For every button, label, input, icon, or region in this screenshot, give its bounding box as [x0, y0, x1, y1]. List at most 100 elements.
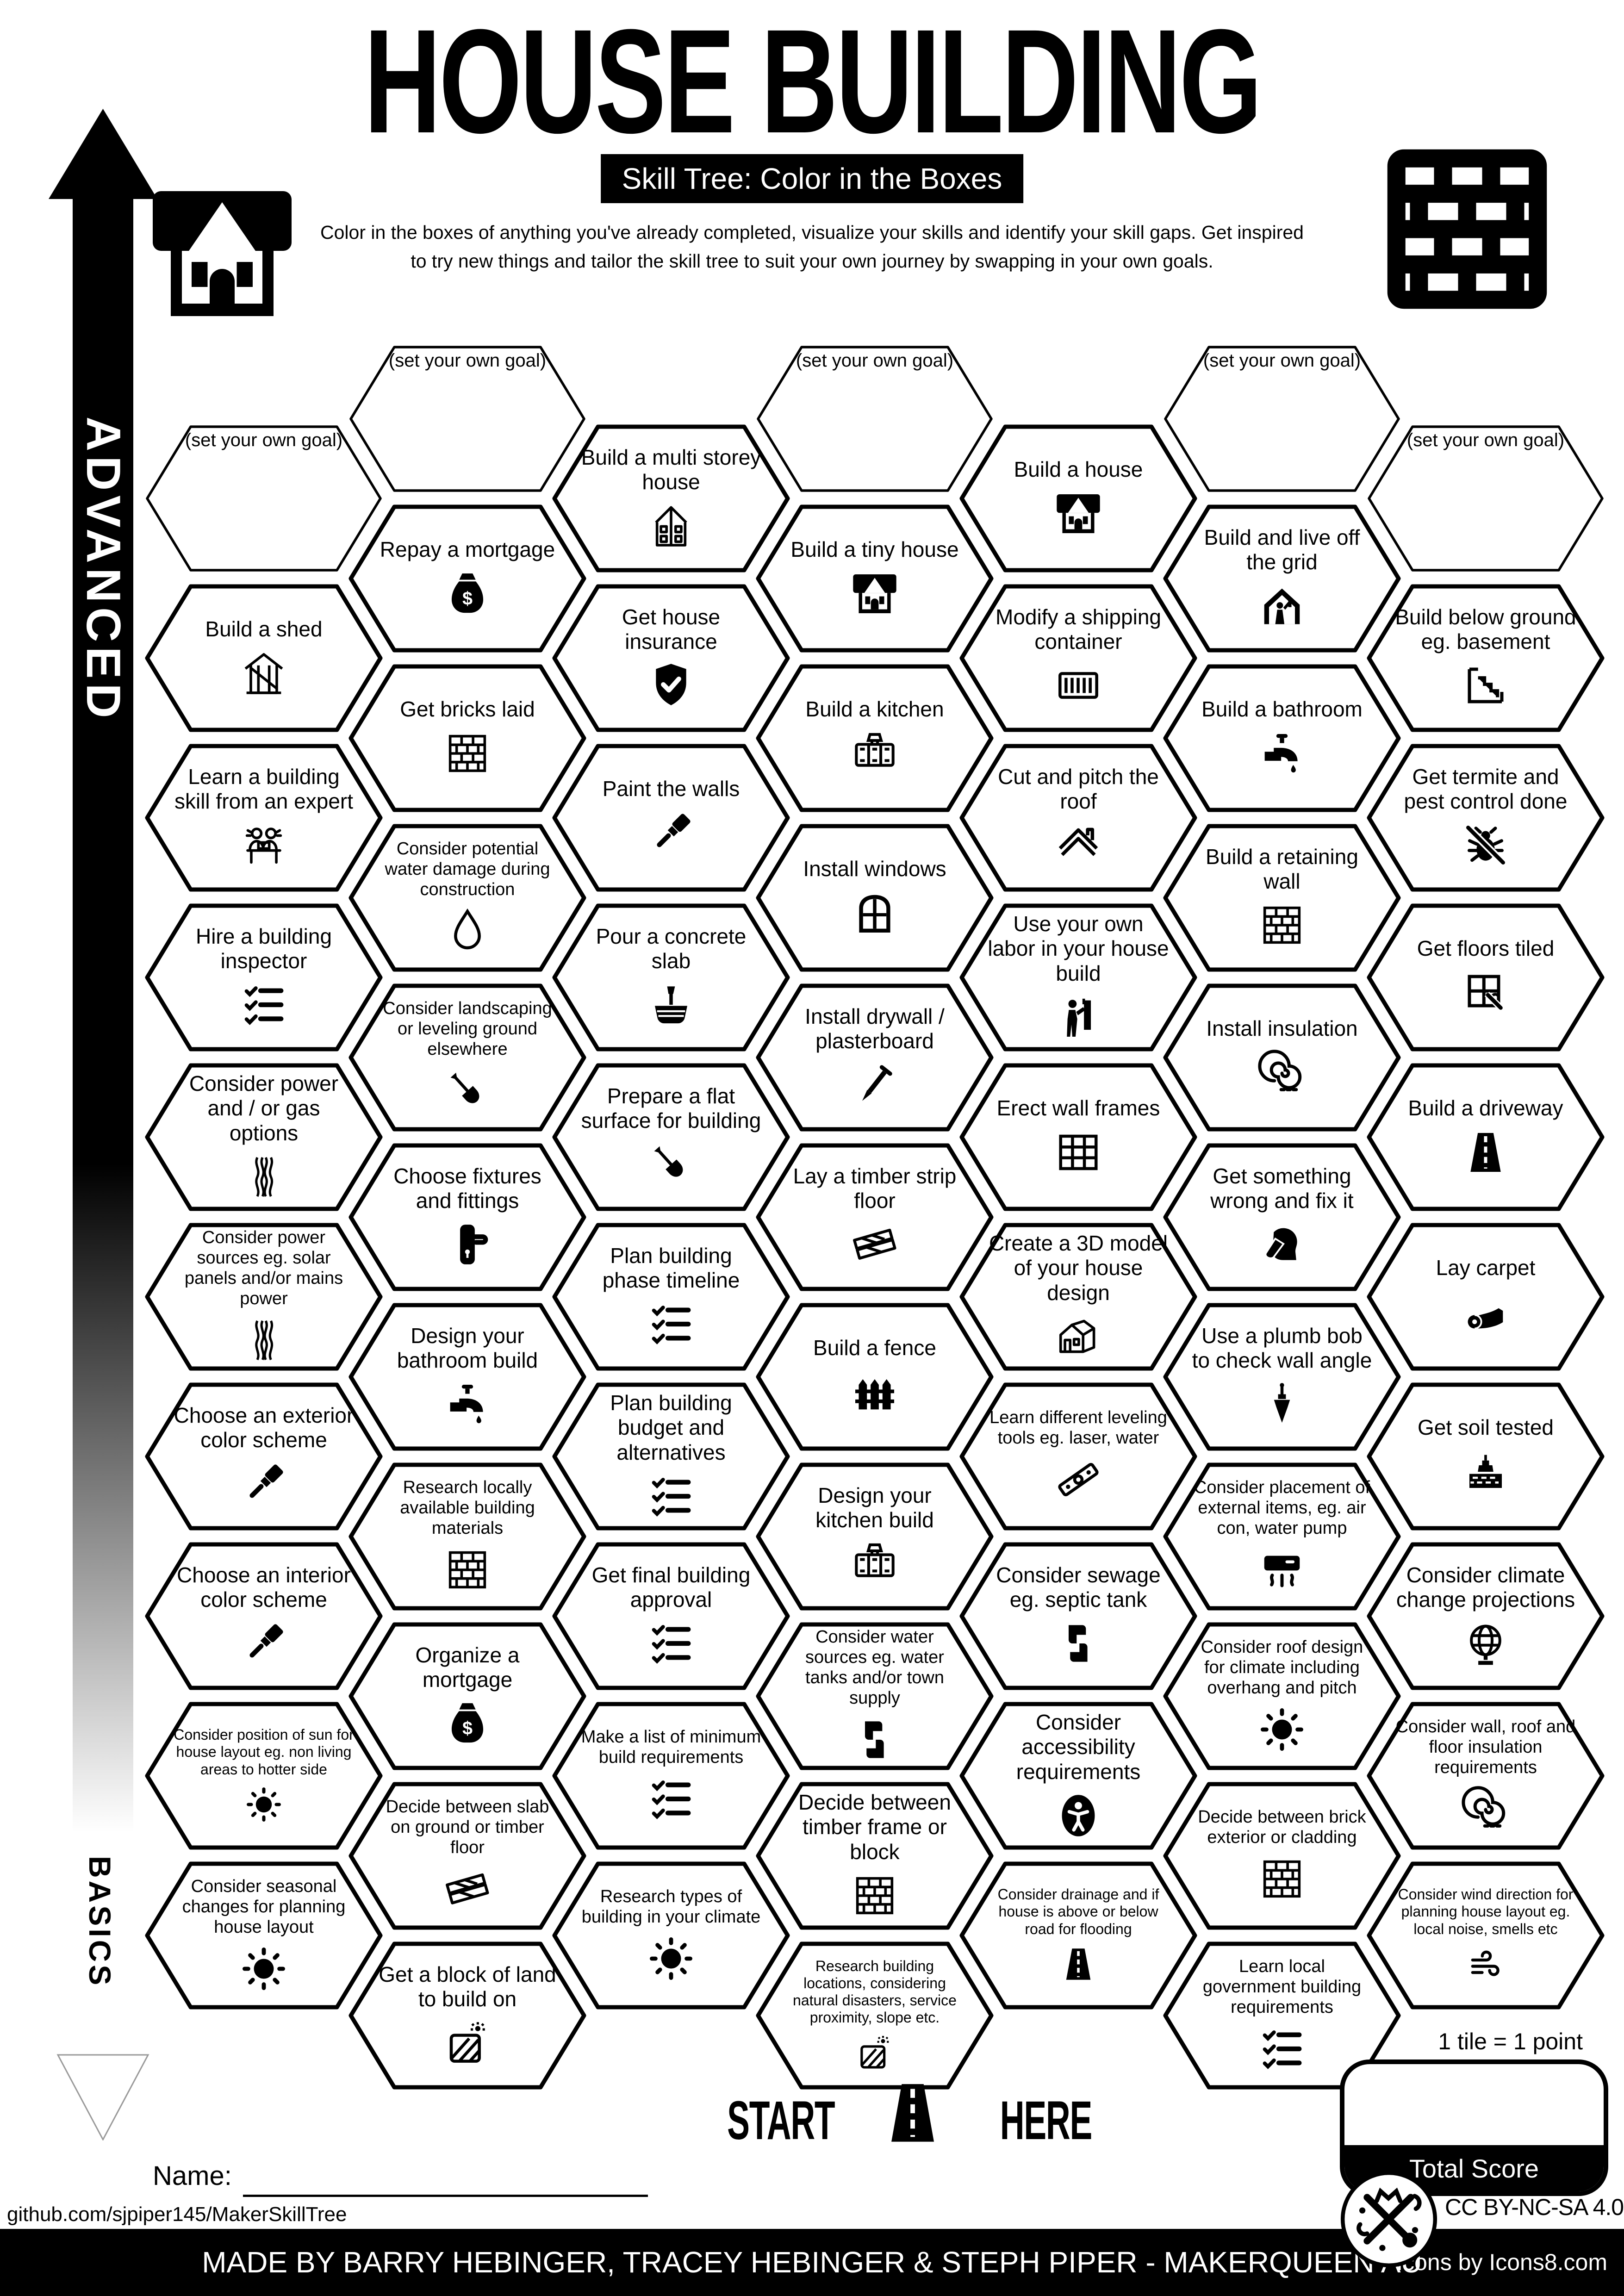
skill-hex[interactable]: Consider landscaping or leveling ground … [347, 981, 588, 1134]
skill-hex[interactable]: Decide between brick exterior or claddin… [1162, 1780, 1402, 1932]
skill-hex[interactable]: Consider power sources eg. solar panels … [143, 1220, 384, 1373]
skill-hex[interactable]: Plan building budget and alternatives [551, 1380, 791, 1533]
skill-hex[interactable]: Build and live off the grid [1162, 502, 1402, 655]
hex-outline [1163, 824, 1401, 972]
skill-hex[interactable]: Get floors tiled [1365, 901, 1606, 1054]
skill-hex[interactable]: Erect wall frames [958, 1061, 1199, 1213]
skill-hex[interactable]: Consider power and / or gas options [143, 1061, 384, 1213]
skill-hex[interactable]: Build a bathroom [1162, 662, 1402, 815]
skill-hex[interactable]: Build a fence [754, 1300, 995, 1453]
arrow-down-icon [56, 2054, 149, 2140]
skill-hex[interactable]: Prepare a flat surface for building [551, 1061, 791, 1213]
checklist-icon [645, 1618, 697, 1669]
skill-hex[interactable]: Learn local government building requirem… [1162, 1939, 1402, 2092]
skill-hex[interactable]: Choose fixtures and fittings [347, 1141, 588, 1294]
insulation-icon [1460, 1783, 1512, 1835]
aircon-icon [1256, 1544, 1308, 1596]
skill-hex[interactable]: Paint the walls [551, 741, 791, 894]
skill-hex[interactable]: Create a 3D model of your house design [958, 1220, 1199, 1373]
skill-label: Consider landscaping or leveling ground … [383, 998, 552, 1059]
skill-hex[interactable]: Build a kitchen [754, 662, 995, 815]
hex-outline [348, 664, 586, 812]
skill-hex[interactable]: Consider placement of external items, eg… [1162, 1460, 1402, 1613]
skill-hex[interactable]: Research building locations, considering… [754, 1939, 995, 2092]
shield-check-icon [645, 660, 697, 711]
hex-outline [349, 346, 585, 492]
skill-hex[interactable]: Decide between timber frame or block [754, 1780, 995, 1932]
skill-label: Build below ground eg. basement [1395, 604, 1576, 653]
skill-hex[interactable]: Get house insurance [551, 582, 791, 734]
skill-hex[interactable]: Learn a building skill from an expert [143, 741, 384, 894]
skill-hex[interactable]: Make a list of minimum build requirement… [551, 1699, 791, 1852]
brick-icon [442, 728, 493, 779]
skill-hex[interactable]: Install insulation [1162, 981, 1402, 1134]
skill-label: Pour a concrete slab [596, 924, 747, 973]
skill-hex[interactable]: Install windows [754, 821, 995, 974]
skill-hex[interactable]: Consider water sources eg. water tanks a… [754, 1620, 995, 1773]
skill-hex[interactable]: Get soil tested [1365, 1380, 1606, 1533]
skill-hex[interactable]: (set your own goal) [1162, 342, 1402, 495]
skill-hex[interactable]: Cut and pitch the roof [958, 741, 1199, 894]
skill-label: Research locally available building mate… [400, 1477, 535, 1538]
skill-hex[interactable]: Get final building approval [551, 1540, 791, 1692]
skill-hex[interactable]: Decide between slab on ground or timber … [347, 1780, 588, 1932]
skill-hex[interactable]: Plan building phase timeline [551, 1220, 791, 1373]
skill-hex[interactable]: Modify a shipping container [958, 582, 1199, 734]
skill-hex[interactable]: Research types of building in your clima… [551, 1859, 791, 2012]
skill-hex[interactable]: Get something wrong and fix it [1162, 1141, 1402, 1294]
skill-hex[interactable]: Build a tiny house [754, 502, 995, 655]
skill-hex[interactable]: Consider position of sun for house layou… [143, 1699, 384, 1852]
skill-hex[interactable]: Build a shed [143, 582, 384, 734]
skill-hex[interactable]: Lay a timber strip floor [754, 1141, 995, 1294]
skill-hex[interactable]: Pour a concrete slab [551, 901, 791, 1054]
skill-hex[interactable]: Build a multi storey house [551, 422, 791, 575]
skill-hex[interactable]: Consider drainage and if house is above … [958, 1859, 1199, 2012]
skill-hex[interactable]: Consider roof design for climate includi… [1162, 1620, 1402, 1773]
name-input-line[interactable] [243, 2195, 648, 2197]
skill-hex[interactable]: Consider accessibility requirements [958, 1699, 1199, 1852]
hex-outline [552, 424, 790, 572]
skill-hex[interactable]: Use your own labor in your house build [958, 901, 1199, 1054]
skill-hex[interactable]: Learn different leveling tools eg. laser… [958, 1380, 1199, 1533]
skill-hex[interactable]: Hire a building inspector [143, 901, 384, 1054]
skill-label: (set your own goal) [185, 430, 343, 450]
skill-label: Build a tiny house [790, 537, 959, 562]
skill-hex[interactable]: Get bricks laid [347, 662, 588, 815]
skill-hex[interactable]: Build a house [958, 422, 1199, 575]
hex-outline [145, 903, 383, 1052]
skill-hex[interactable]: Design your bathroom build [347, 1300, 588, 1453]
skill-hex[interactable]: (set your own goal) [1365, 422, 1606, 575]
skill-hex[interactable]: Choose an exterior color scheme [143, 1380, 384, 1533]
hex-outline [1367, 1861, 1605, 2010]
skill-hex[interactable]: Choose an interior color scheme [143, 1540, 384, 1692]
skill-hex[interactable]: Lay carpet [1365, 1220, 1606, 1373]
skill-hex[interactable]: Repay a mortgage [347, 502, 588, 655]
skill-hex[interactable]: Consider sewage eg. septic tank [958, 1540, 1199, 1692]
skill-hex[interactable]: Consider wall, roof and floor insulation… [1365, 1699, 1606, 1852]
hex-outline [552, 744, 790, 892]
skill-hex[interactable]: Consider potential water damage during c… [347, 821, 588, 974]
skill-hex[interactable]: Get a block of land to build on [347, 1939, 588, 2092]
skill-label: Consider position of sun for house layou… [174, 1726, 354, 1778]
skill-label: Choose fixtures and fittings [393, 1164, 541, 1213]
skill-hex[interactable]: (set your own goal) [143, 422, 384, 575]
made-by-credit: MADE BY BARRY HEBINGER, TRACEY HEBINGER … [202, 2246, 1422, 2279]
skill-hex[interactable]: (set your own goal) [347, 342, 588, 495]
skill-hex[interactable]: Consider wind direction for planning hou… [1365, 1859, 1606, 2012]
window-icon [849, 887, 901, 939]
skill-hex[interactable]: Research locally available building mate… [347, 1460, 588, 1613]
skill-hex[interactable]: Use a plumb bob to check wall angle [1162, 1300, 1402, 1453]
skill-hex[interactable]: Build a driveway [1365, 1061, 1606, 1213]
skill-hex[interactable]: (set your own goal) [754, 342, 995, 495]
skill-hex[interactable]: Consider climate change projections [1365, 1540, 1606, 1692]
skill-hex[interactable]: Install drywall / plasterboard [754, 981, 995, 1134]
skill-hex[interactable]: Organize a mortgage [347, 1620, 588, 1773]
icons8-credit[interactable]: Icons by Icons8.com [1396, 2249, 1607, 2275]
skill-hex[interactable]: Design your kitchen build [754, 1460, 995, 1613]
hex-outline [1163, 504, 1401, 653]
github-link[interactable]: github.com/sjpiper145/MakerSkillTree [7, 2203, 347, 2226]
skill-hex[interactable]: Build below ground eg. basement [1365, 582, 1606, 734]
skill-hex[interactable]: Consider seasonal changes for planning h… [143, 1859, 384, 2012]
skill-hex[interactable]: Get termite and pest control done [1365, 741, 1606, 894]
skill-hex[interactable]: Build a retaining wall [1162, 821, 1402, 974]
